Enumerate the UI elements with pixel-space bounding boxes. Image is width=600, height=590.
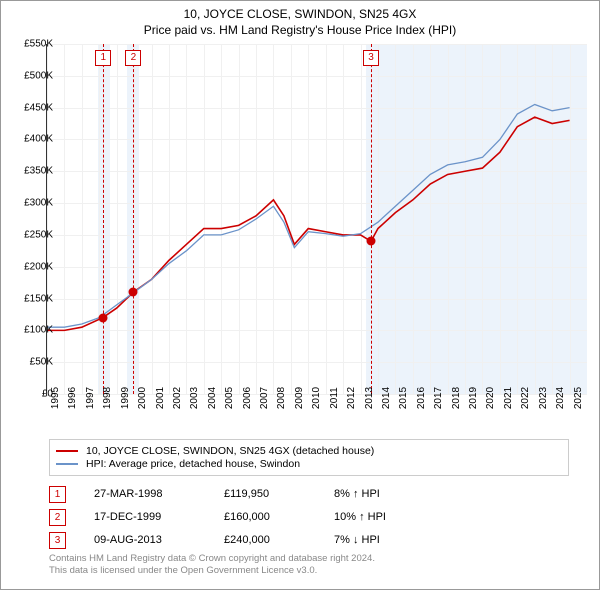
x-axis-label: 1995 bbox=[50, 387, 61, 409]
sale-row-badge: 3 bbox=[49, 532, 66, 549]
legend-row-hpi: HPI: Average price, detached house, Swin… bbox=[56, 458, 562, 470]
y-axis-label: £300K bbox=[24, 198, 53, 209]
x-axis-label: 2016 bbox=[416, 387, 427, 409]
x-axis-label: 1999 bbox=[120, 387, 131, 409]
sales-table-row: 2 17-DEC-1999£160,00010% ↑ HPI bbox=[49, 507, 434, 527]
sale-row-pct: 7% ↓ HPI bbox=[334, 534, 434, 546]
y-axis-label: £350K bbox=[24, 166, 53, 177]
x-axis-label: 2012 bbox=[346, 387, 357, 409]
sales-table: 1 27-MAR-1998£119,9508% ↑ HPI 2 17-DEC-1999… bbox=[49, 481, 434, 553]
x-axis-label: 2002 bbox=[172, 387, 183, 409]
sale-row-date: 27-MAR-1998 bbox=[94, 488, 224, 500]
y-axis-label: £100K bbox=[24, 325, 53, 336]
x-axis-label: 2014 bbox=[381, 387, 392, 409]
legend-label-property: 10, JOYCE CLOSE, SWINDON, SN25 4GX (deta… bbox=[86, 445, 374, 457]
x-axis-label: 1998 bbox=[102, 387, 113, 409]
sale-number-badge: 2 bbox=[125, 50, 141, 66]
x-axis-label: 2020 bbox=[485, 387, 496, 409]
sale-row-date: 09-AUG-2013 bbox=[94, 534, 224, 546]
x-axis-label: 1997 bbox=[85, 387, 96, 409]
x-axis-label: 2017 bbox=[433, 387, 444, 409]
x-axis-label: 2000 bbox=[137, 387, 148, 409]
sale-marker-line bbox=[133, 44, 134, 394]
x-axis-label: 2019 bbox=[468, 387, 479, 409]
chart-plot-area: 12 3 bbox=[46, 44, 587, 395]
y-axis-label: £500K bbox=[24, 70, 53, 81]
sale-row-price: £119,950 bbox=[224, 488, 334, 500]
x-axis-label: 2022 bbox=[520, 387, 531, 409]
x-axis-label: 2009 bbox=[294, 387, 305, 409]
sale-row-pct: 8% ↑ HPI bbox=[334, 488, 434, 500]
footer-line2: This data is licensed under the Open Gov… bbox=[49, 565, 375, 577]
sale-number-badge: 1 bbox=[95, 50, 111, 66]
x-axis-label: 2003 bbox=[189, 387, 200, 409]
sale-row-badge: 1 bbox=[49, 486, 66, 503]
x-axis-label: 2024 bbox=[555, 387, 566, 409]
x-axis-label: 2023 bbox=[538, 387, 549, 409]
x-axis-label: 2011 bbox=[329, 387, 340, 409]
sales-table-row: 1 27-MAR-1998£119,9508% ↑ HPI bbox=[49, 484, 434, 504]
sale-point-marker bbox=[129, 288, 138, 297]
chart-title-line1: 10, JOYCE CLOSE, SWINDON, SN25 4GX bbox=[1, 7, 599, 21]
legend-label-hpi: HPI: Average price, detached house, Swin… bbox=[86, 458, 300, 470]
sale-row-badge: 2 bbox=[49, 509, 66, 526]
x-axis-label: 2021 bbox=[503, 387, 514, 409]
sale-point-marker bbox=[367, 237, 376, 246]
x-axis-label: 2025 bbox=[573, 387, 584, 409]
y-axis-label: £150K bbox=[24, 293, 53, 304]
footer-attribution: Contains HM Land Registry data © Crown c… bbox=[49, 553, 375, 578]
sale-row-price: £160,000 bbox=[224, 511, 334, 523]
x-axis-label: 2010 bbox=[311, 387, 322, 409]
legend-swatch-hpi bbox=[56, 463, 78, 465]
series-line-hpi bbox=[47, 104, 570, 327]
legend-swatch-property bbox=[56, 450, 78, 452]
sale-row-pct: 10% ↑ HPI bbox=[334, 511, 434, 523]
y-axis-label: £400K bbox=[24, 134, 53, 145]
x-axis-label: 1996 bbox=[67, 387, 78, 409]
sale-row-price: £240,000 bbox=[224, 534, 334, 546]
y-axis-label: £50K bbox=[30, 357, 53, 368]
y-axis-label: £200K bbox=[24, 261, 53, 272]
sale-marker-line bbox=[103, 44, 104, 394]
y-axis-label: £550K bbox=[24, 39, 53, 50]
x-axis-label: 2007 bbox=[259, 387, 270, 409]
x-axis-label: 2001 bbox=[155, 387, 166, 409]
chart-title-line2: Price paid vs. HM Land Registry's House … bbox=[1, 23, 599, 37]
x-axis-label: 2005 bbox=[224, 387, 235, 409]
sales-table-row: 3 09-AUG-2013£240,0007% ↓ HPI bbox=[49, 530, 434, 550]
y-axis-label: £450K bbox=[24, 102, 53, 113]
sale-number-badge: 3 bbox=[363, 50, 379, 66]
footer-line1: Contains HM Land Registry data © Crown c… bbox=[49, 553, 375, 565]
sale-marker-line bbox=[371, 44, 372, 394]
y-axis-label: £250K bbox=[24, 229, 53, 240]
sale-row-date: 17-DEC-1999 bbox=[94, 511, 224, 523]
x-axis-label: 2006 bbox=[242, 387, 253, 409]
legend-row-property: 10, JOYCE CLOSE, SWINDON, SN25 4GX (deta… bbox=[56, 445, 562, 457]
chart-container: 10, JOYCE CLOSE, SWINDON, SN25 4GX Price… bbox=[0, 0, 600, 590]
chart-svg bbox=[47, 44, 587, 394]
sale-point-marker bbox=[99, 313, 108, 322]
x-axis-label: 2018 bbox=[451, 387, 462, 409]
x-axis-label: 2013 bbox=[364, 387, 375, 409]
x-axis-label: 2015 bbox=[398, 387, 409, 409]
legend-box: 10, JOYCE CLOSE, SWINDON, SN25 4GX (deta… bbox=[49, 439, 569, 476]
x-axis-label: 2008 bbox=[276, 387, 287, 409]
x-axis-label: 2004 bbox=[207, 387, 218, 409]
